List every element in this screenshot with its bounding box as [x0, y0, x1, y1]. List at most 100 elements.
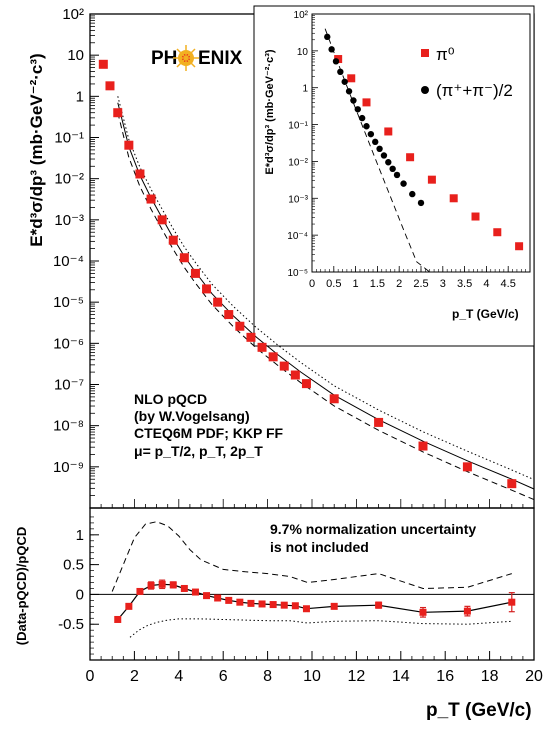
ratio-data-point — [236, 598, 244, 606]
inset-x-tick-label: 2.5 — [413, 278, 428, 290]
ratio-data-point — [136, 587, 144, 595]
inset-y-axis-title: E*d³σ/dp³ (mb·GeV⁻²·c³) — [264, 49, 276, 174]
ratio-data-point — [280, 601, 288, 609]
ratio-data-point — [419, 608, 427, 616]
inset-charged-pion-point — [380, 152, 388, 159]
inset-charged-pion-point — [389, 165, 396, 173]
main-theory-curve-dashed — [117, 112, 535, 501]
main-data-point — [98, 59, 108, 69]
inset-charged-pion-point — [350, 97, 357, 104]
annotation-line-2: (by W.Vogelsang) — [134, 408, 250, 424]
inset-pi0-point — [406, 153, 415, 162]
main-data-point — [124, 140, 134, 150]
inset-x-axis-title: p_T (GeV/c) — [452, 307, 519, 321]
main-data-point — [105, 81, 115, 91]
inset-pi0-point — [471, 212, 480, 221]
ratio-data-point — [302, 605, 310, 613]
inset-x-tick-label: 4 — [483, 278, 489, 290]
ratio-data-point — [214, 594, 222, 602]
inset-charged-pion-point — [332, 58, 340, 65]
main-theory-curve-dotted — [117, 96, 535, 481]
normalization-note-line-1: 9.7% normalization uncertainty — [270, 521, 476, 537]
inset-y-tick-label: 10⁻³ — [288, 194, 308, 205]
legend-marker-pi0 — [421, 49, 429, 57]
main-data-point — [135, 169, 145, 179]
inset-y-tick-label: 10⁻¹ — [288, 121, 308, 132]
ratio-y-axis-title: (Data-pQCD)/pQCD — [14, 527, 29, 645]
ratio-x-tick-label: 0 — [86, 668, 95, 685]
ratio-ticks: 0 2 4 6 8 10 12 14 16 18 20 -0.5 0 0.5 1 — [58, 516, 543, 685]
ratio-x-tick-label: 2 — [130, 668, 139, 685]
legend-marker-charged-pi — [421, 86, 429, 94]
main-data-point — [257, 342, 267, 352]
inset-y-tick-label: 1 — [302, 84, 308, 95]
main-data-point — [113, 108, 123, 118]
inset-pi0-point — [384, 127, 393, 136]
annotation-line-3: CTEQ6M PDF; KKP FF — [134, 425, 284, 441]
main-y-tick-label: 10⁻² — [54, 171, 84, 188]
ratio-data-points — [114, 579, 516, 623]
main-data-point — [190, 268, 200, 278]
main-data-point — [418, 441, 428, 451]
logo-text-left: PH — [151, 48, 177, 69]
inset-charged-pion-point — [341, 78, 348, 85]
main-data-point — [246, 332, 256, 342]
ratio-data-point — [258, 600, 266, 608]
main-ticks: 10⁻⁹10⁻⁸10⁻⁷10⁻⁶10⁻⁵10⁻⁴10⁻³10⁻²10⁻¹1101… — [53, 6, 535, 508]
ratio-data-point — [203, 592, 211, 600]
ratio-y-tick-label: 1 — [76, 527, 84, 544]
inset-charged-pion-point — [400, 180, 407, 187]
ratio-data-point — [269, 601, 277, 609]
ratio-band-curve-dotted — [129, 618, 512, 638]
main-data-point — [507, 479, 517, 489]
main-data-point — [235, 321, 245, 331]
ratio-data-point — [147, 581, 155, 589]
inset-charged-pion-point — [337, 68, 344, 76]
main-data-point — [179, 253, 189, 263]
main-y-tick-label: 10⁻³ — [54, 212, 84, 229]
ratio-x-tick-label: 10 — [303, 668, 321, 685]
inset-ticks: 0 0.5 1 1.5 2 2.5 3 3.5 4 4.5 10⁻⁵ 10⁻⁴ 10⁻³ 10⁻² 10⁻¹… — [287, 10, 531, 290]
inset-y-tick-label: 10⁻² — [288, 157, 308, 168]
inset-y-tick-label: 10⁻⁵ — [287, 268, 308, 279]
ratio-x-tick-label: 12 — [348, 668, 366, 685]
ratio-x-tick-label: 16 — [436, 668, 454, 685]
inset-y-tick-label: 10 — [297, 47, 309, 58]
inset-pi0-point — [515, 242, 524, 251]
inset-charged-pion-point — [345, 88, 353, 95]
ratio-y-tick-label: -0.5 — [58, 616, 84, 633]
inset-x-tick-label: 2 — [396, 278, 402, 290]
main-y-tick-label: 10⁻⁴ — [53, 253, 84, 270]
inset-x-tick-label: 0 — [309, 278, 315, 290]
inset-charged-pion-point — [372, 138, 379, 146]
main-data-point — [290, 370, 300, 380]
ratio-data-point — [225, 596, 233, 604]
inset-pi0-point — [449, 194, 458, 203]
ratio-band-curve-dashed — [111, 521, 512, 592]
main-y-tick-label: 10 — [67, 47, 84, 64]
main-y-tick-label: 10⁻⁸ — [53, 418, 84, 435]
phenix-logo: PH ENIX — [151, 45, 243, 71]
ratio-data-point — [180, 584, 188, 592]
legend-label-pi0: π⁰ — [436, 45, 455, 64]
inset-charged-pion-point — [393, 171, 401, 179]
inset-pi0-point — [427, 175, 436, 184]
main-data-point — [146, 194, 156, 204]
inset-charged-pion-point — [358, 114, 366, 122]
inset-y-tick-label: 10⁻⁴ — [287, 231, 308, 242]
main-data-point — [301, 379, 311, 389]
ratio-x-tick-label: 6 — [219, 668, 228, 685]
logo-burst-icon — [173, 45, 199, 71]
main-y-tick-label: 10² — [62, 6, 84, 23]
inset-x-tick-label: 1.5 — [370, 278, 385, 290]
main-data-point — [268, 352, 278, 362]
inset-charged-pion-point — [354, 106, 361, 113]
main-data-point — [462, 462, 472, 472]
inset-x-tick-label: 0.5 — [326, 278, 341, 290]
main-data-point — [374, 417, 384, 427]
main-data-point — [157, 215, 167, 225]
main-data-point — [279, 361, 289, 371]
ratio-connecting-line — [117, 583, 512, 620]
inset-legend: π⁰ (π⁺+π⁻)/2 — [421, 45, 513, 100]
ratio-x-tick-label: 8 — [263, 668, 272, 685]
